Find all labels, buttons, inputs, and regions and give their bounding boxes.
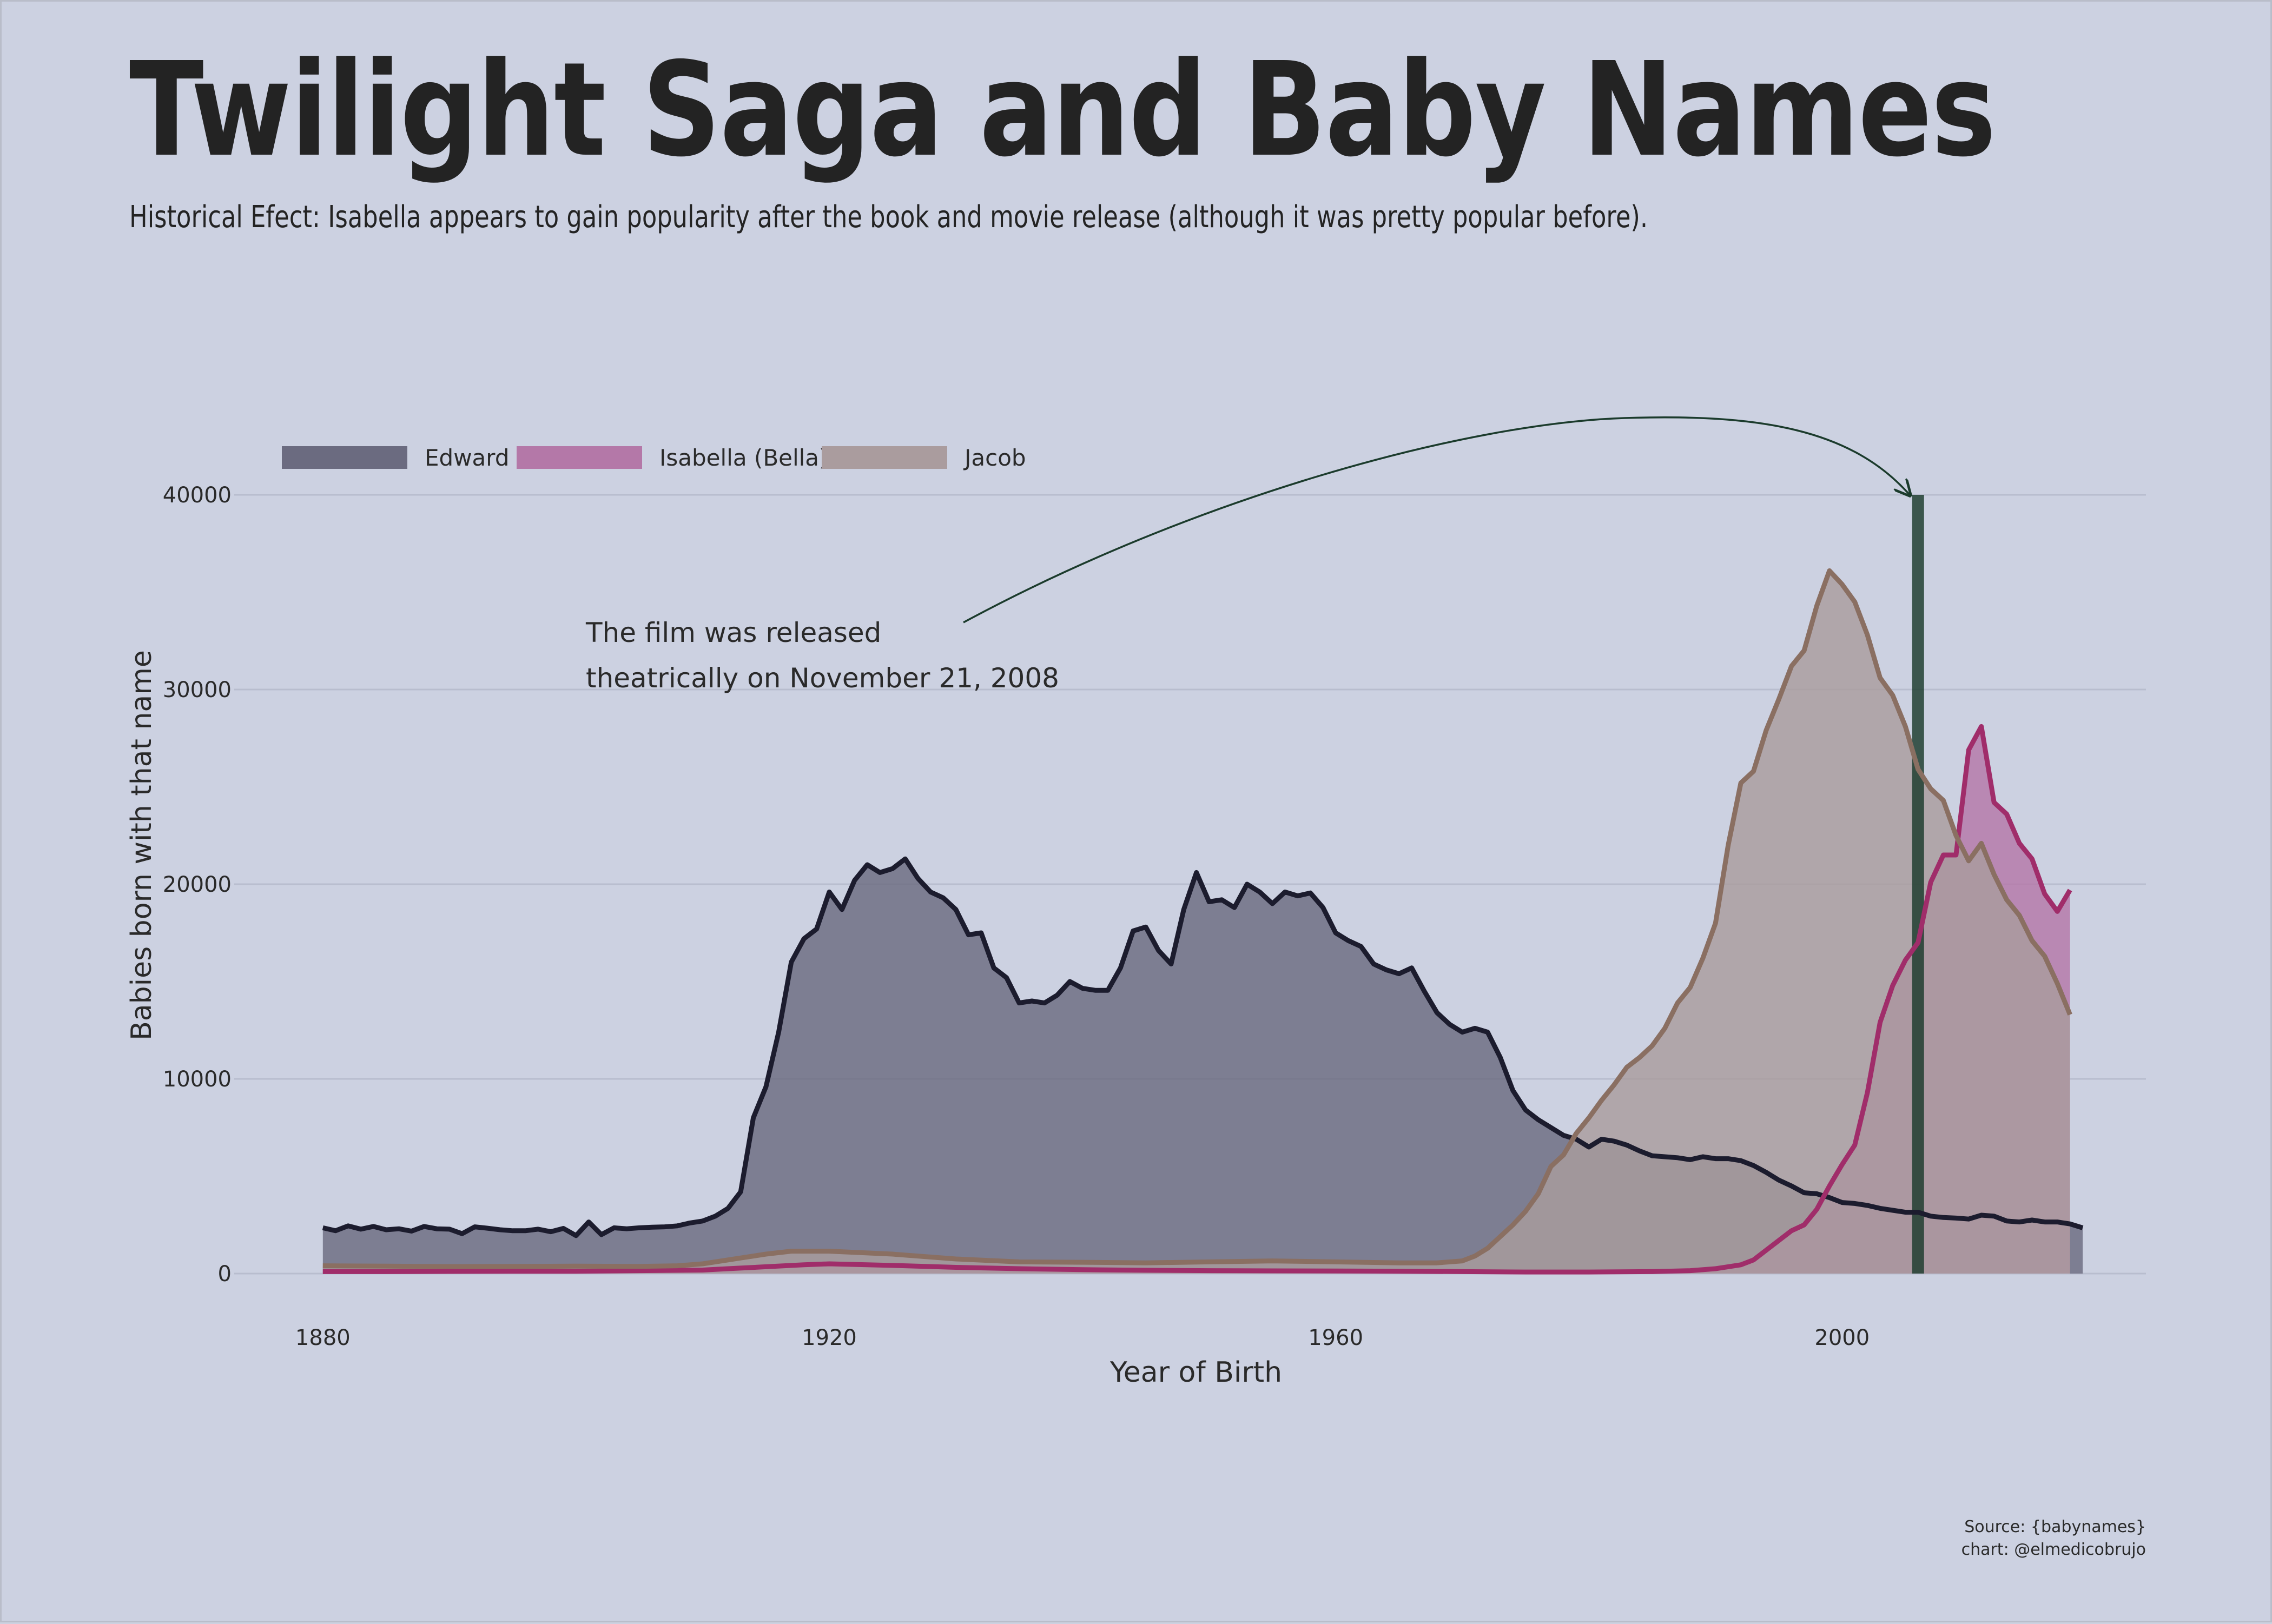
caption-source: Source: {babynames}: [1964, 1517, 2146, 1536]
y-axis-ticks: 0 10000 20000 30000 40000: [163, 483, 232, 1287]
y-tick-label: 30000: [163, 678, 232, 702]
y-tick-label: 20000: [163, 872, 232, 897]
series-line-2: [322, 568, 2072, 1269]
series-area-2: [322, 571, 2070, 1274]
x-axis-ticks: 1880 1920 1960 2000: [295, 1325, 1870, 1350]
y-axis-title: Babies born with that name: [126, 650, 158, 1040]
legend-label-2: Jacob: [963, 445, 1026, 471]
legend-label-0: Edward: [425, 445, 509, 471]
annotation-arrow: [963, 416, 1910, 624]
y-tick-label: 10000: [163, 1067, 232, 1092]
legend: Edward Isabella (Bella) Jacob: [282, 445, 1026, 471]
series-areas: [322, 571, 2083, 1274]
x-tick-label: 1880: [295, 1325, 351, 1350]
caption-credit: chart: @elmedicobrujo: [1961, 1540, 2146, 1559]
series-lines: [322, 568, 2084, 1275]
release-marker-bar: [1912, 495, 1924, 1274]
chart-subtitle: Historical Efect: Isabella appears to ga…: [129, 200, 1648, 235]
y-tick-label: 40000: [163, 483, 232, 508]
x-axis-title: Year of Birth: [1109, 1356, 1282, 1389]
series-line-0: [322, 856, 2084, 1238]
legend-swatch-2: [822, 446, 947, 469]
legend-swatch-0: [282, 446, 407, 469]
legend-swatch-1: [517, 446, 642, 469]
annotation-line-2: theatrically on November 21, 2008: [586, 662, 1059, 694]
x-tick-label: 1960: [1308, 1325, 1363, 1350]
y-tick-label: 0: [218, 1262, 232, 1287]
x-tick-label: 2000: [1814, 1325, 1870, 1350]
x-tick-label: 1920: [802, 1325, 857, 1350]
legend-label-1: Isabella (Bella): [659, 445, 828, 471]
annotation-line-1: The film was released: [585, 617, 881, 648]
chart-title: Twilight Saga and Baby Names: [129, 34, 1996, 185]
